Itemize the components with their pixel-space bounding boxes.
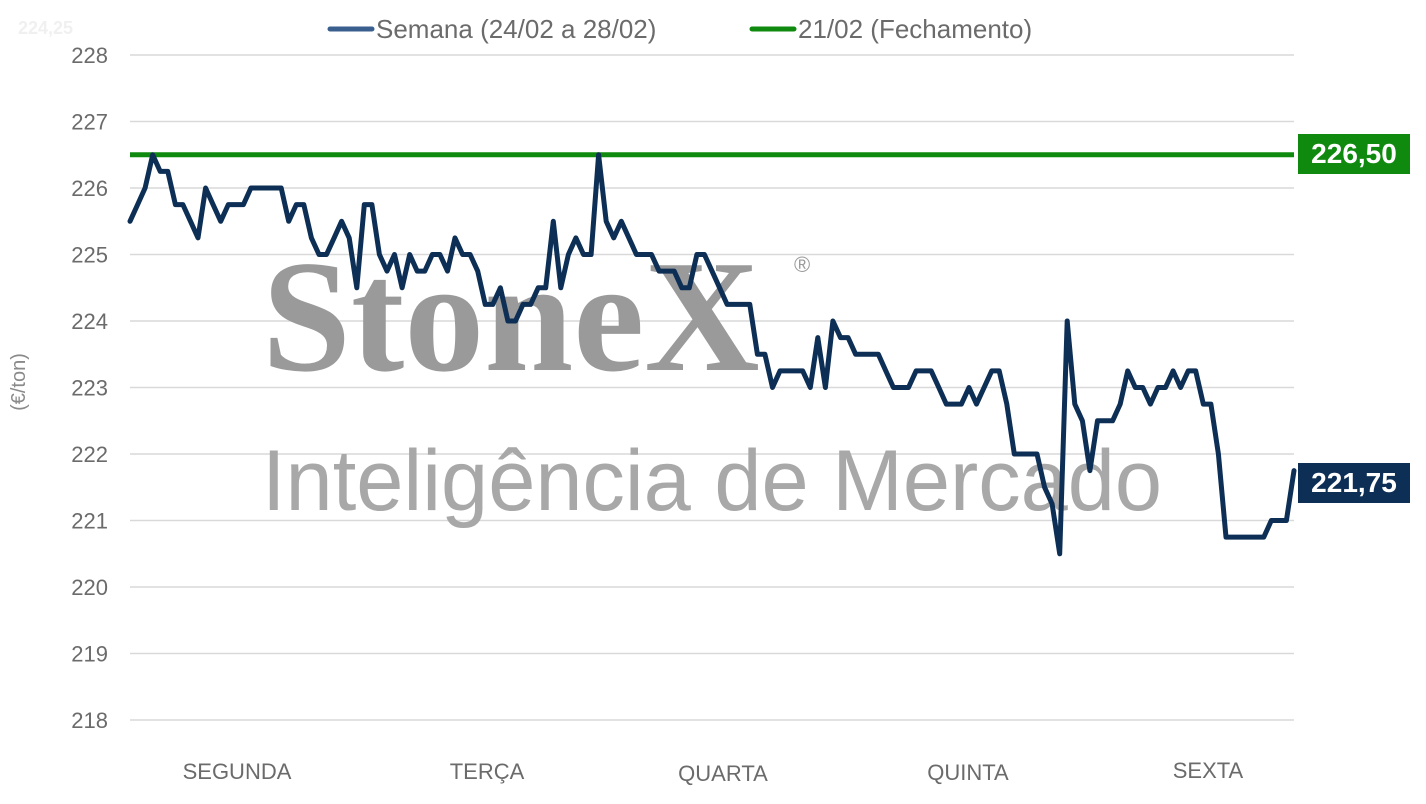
day-label-sexta: SEXTA	[1173, 758, 1244, 783]
y-tick-226: 226	[71, 176, 108, 201]
stonex-watermark: StoneX ® Inteligência de Mercado	[262, 227, 1162, 529]
y-tick-224: 224	[71, 309, 108, 334]
legend-label-reference: 21/02 (Fechamento)	[798, 14, 1032, 44]
weekly-price-series	[127, 152, 1297, 557]
x-axis-day-labels: SEGUNDA TERÇA QUARTA QUINTA SEXTA	[183, 758, 1244, 786]
faint-corner-text: 224,25	[18, 18, 73, 38]
y-tick-223: 223	[71, 376, 108, 401]
watermark-tagline: Inteligência de Mercado	[262, 433, 1162, 529]
watermark-registered-mark: ®	[794, 252, 810, 277]
y-tick-222: 222	[71, 442, 108, 467]
y-tick-225: 225	[71, 243, 108, 268]
reference-callout-box	[1298, 134, 1410, 174]
y-tick-228: 228	[71, 43, 108, 68]
last-value-callout-box	[1298, 463, 1410, 503]
last-value-callout: 221,75	[1298, 463, 1410, 503]
y-axis-ticks: 218 219 220 221 222 223 224 225 226 227 228	[71, 43, 108, 733]
reference-callout-label: 226,50	[1311, 138, 1397, 169]
watermark-brand: StoneX	[262, 227, 760, 405]
reference-callout: 226,50	[1298, 134, 1410, 174]
legend-label-week: Semana (24/02 a 28/02)	[376, 14, 656, 44]
y-tick-220: 220	[71, 575, 108, 600]
y-tick-221: 221	[71, 509, 108, 534]
y-tick-219: 219	[71, 642, 108, 667]
y-tick-227: 227	[71, 110, 108, 135]
legend: Semana (24/02 a 28/02) 21/02 (Fechamento…	[327, 14, 1032, 44]
day-label-terça: TERÇA	[450, 759, 525, 784]
day-label-segunda: SEGUNDA	[183, 759, 292, 784]
day-label-quinta: QUINTA	[927, 760, 1009, 785]
y-axis-label: (€/ton)	[8, 353, 30, 411]
last-value-callout-label: 221,75	[1311, 467, 1397, 498]
grid-lines	[130, 54, 1294, 721]
day-label-quarta: QUARTA	[678, 761, 768, 786]
y-tick-218: 218	[71, 708, 108, 733]
